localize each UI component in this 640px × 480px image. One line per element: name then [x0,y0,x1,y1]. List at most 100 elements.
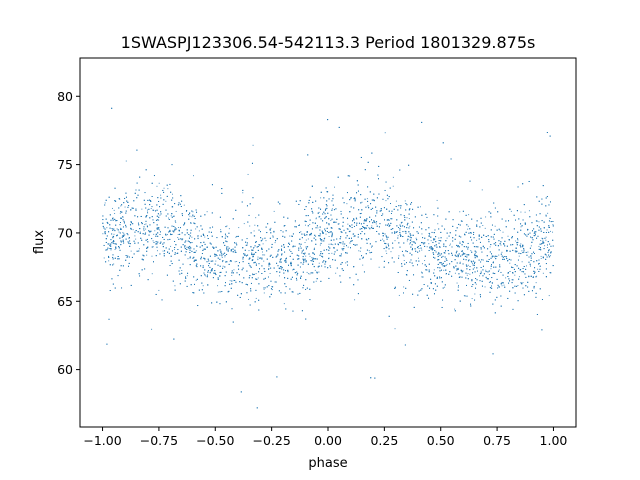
data-point [262,243,264,245]
data-point [394,240,396,242]
data-point [456,250,458,252]
data-point [285,260,287,262]
data-point [361,201,363,203]
data-point [421,233,423,235]
data-point [116,228,118,230]
data-point [399,229,401,231]
data-point [411,241,413,243]
data-point [200,242,202,244]
data-point [123,232,125,234]
data-point [394,328,396,330]
data-point [277,253,279,255]
data-point [356,218,358,220]
data-point [549,272,551,274]
data-point [395,200,397,202]
data-point [415,237,417,239]
data-point [261,251,263,253]
data-point [252,273,254,275]
data-point [151,328,153,330]
data-point [362,256,364,258]
data-point [162,250,164,252]
data-point [318,211,320,213]
data-point [124,234,126,236]
data-point [252,144,254,146]
data-point [471,262,473,264]
data-point [106,227,108,229]
data-point [390,251,392,253]
data-point [212,277,214,279]
data-point [482,225,484,226]
data-point [406,240,408,242]
data-point [548,226,550,228]
data-point [236,260,238,262]
data-point [305,239,307,241]
data-point [418,248,420,250]
data-point [315,235,317,237]
data-point [159,229,161,231]
data-point [289,235,291,237]
data-point [251,249,253,251]
data-point [224,256,226,258]
data-point [220,229,222,231]
data-point [519,244,521,246]
data-point [346,203,348,205]
data-point [533,261,535,263]
data-point [156,242,158,244]
data-point [412,247,413,249]
data-point [226,225,228,227]
data-point [409,225,411,227]
data-point [169,231,171,233]
data-point [430,240,432,242]
data-point [158,182,160,184]
data-point [494,225,496,227]
data-point [533,232,535,234]
data-point [520,243,522,245]
data-point [466,274,468,276]
data-point [540,255,542,257]
data-point [319,215,321,217]
data-point [433,269,435,271]
data-point [506,245,508,247]
data-point [292,269,294,271]
data-point [127,234,129,236]
data-point [398,294,400,296]
data-point [490,229,492,231]
data-point [195,228,197,230]
data-point [500,295,502,297]
data-point [206,211,208,213]
data-point [476,239,478,241]
data-point [114,213,116,215]
data-point [190,222,192,224]
data-point [174,285,176,287]
data-point [528,210,530,212]
data-point [426,246,428,248]
data-point [488,282,490,283]
data-point [119,212,121,214]
data-point [523,266,525,268]
data-point [181,270,183,271]
data-point [279,259,281,261]
data-point [542,272,544,274]
data-point [515,219,517,221]
data-point [248,264,250,266]
data-point [186,246,188,248]
data-point [510,210,512,212]
data-point [369,221,371,223]
data-point [183,204,185,206]
data-point [307,238,309,240]
data-point [249,225,251,227]
data-point [420,206,421,208]
data-point [167,227,169,229]
data-point [194,223,196,225]
data-point [503,284,505,286]
data-point [537,268,539,270]
data-point [400,222,402,224]
data-point [191,216,193,218]
data-point [498,269,500,271]
data-point [189,241,190,243]
data-point [360,223,362,225]
data-point [463,295,465,297]
data-point [126,233,128,235]
data-point [246,270,248,272]
data-point [159,214,161,216]
